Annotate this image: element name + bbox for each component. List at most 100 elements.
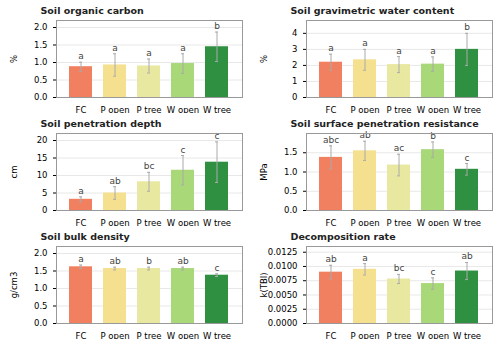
svg-text:g/cm3: g/cm3 bbox=[9, 272, 19, 299]
svg-text:b: b bbox=[430, 131, 436, 141]
svg-text:4: 4 bbox=[292, 28, 297, 38]
svg-text:1: 1 bbox=[292, 76, 297, 86]
svg-text:W open: W open bbox=[167, 331, 199, 339]
svg-text:P open: P open bbox=[100, 105, 129, 113]
svg-text:FC: FC bbox=[326, 331, 337, 339]
svg-text:bc: bc bbox=[144, 161, 155, 171]
svg-text:0.5: 0.5 bbox=[34, 301, 48, 311]
svg-text:abc: abc bbox=[323, 135, 339, 145]
svg-text:W open: W open bbox=[167, 218, 199, 226]
svg-text:P tree: P tree bbox=[387, 218, 412, 226]
svg-text:1.0: 1.0 bbox=[284, 167, 298, 177]
svg-text:FC: FC bbox=[76, 105, 87, 113]
svg-text:W tree: W tree bbox=[203, 218, 231, 226]
svg-text:Decomposition rate: Decomposition rate bbox=[291, 231, 396, 242]
svg-text:0: 0 bbox=[292, 92, 297, 102]
svg-text:k(TBI): k(TBI) bbox=[259, 272, 269, 297]
svg-text:P tree: P tree bbox=[137, 331, 162, 339]
svg-text:1.5: 1.5 bbox=[284, 147, 298, 157]
svg-text:P open: P open bbox=[100, 218, 129, 226]
svg-text:P tree: P tree bbox=[137, 105, 162, 113]
svg-text:a: a bbox=[430, 46, 436, 56]
svg-text:0.0100: 0.0100 bbox=[268, 261, 298, 271]
svg-text:P tree: P tree bbox=[387, 331, 412, 339]
svg-text:FC: FC bbox=[326, 105, 337, 113]
svg-text:0: 0 bbox=[42, 205, 47, 215]
svg-text:2: 2 bbox=[292, 60, 297, 70]
svg-text:W open: W open bbox=[417, 105, 449, 113]
svg-text:FC: FC bbox=[76, 218, 87, 226]
svg-text:%: % bbox=[9, 55, 19, 63]
svg-text:P open: P open bbox=[350, 105, 379, 113]
svg-text:c: c bbox=[181, 145, 186, 155]
svg-text:a: a bbox=[78, 254, 84, 264]
svg-text:b: b bbox=[146, 256, 152, 266]
svg-text:W tree: W tree bbox=[453, 331, 481, 339]
svg-text:0.0125: 0.0125 bbox=[268, 247, 298, 257]
svg-text:0.5: 0.5 bbox=[34, 75, 48, 85]
svg-text:2.0: 2.0 bbox=[34, 22, 48, 32]
svg-text:P open: P open bbox=[100, 331, 129, 339]
svg-text:0.0: 0.0 bbox=[284, 205, 298, 215]
svg-text:ab: ab bbox=[461, 251, 473, 261]
svg-text:c: c bbox=[215, 263, 220, 273]
svg-text:a: a bbox=[78, 186, 84, 196]
svg-text:ab: ab bbox=[325, 254, 337, 264]
svg-text:W tree: W tree bbox=[203, 105, 231, 113]
svg-text:b: b bbox=[464, 22, 470, 32]
svg-text:P tree: P tree bbox=[387, 105, 412, 113]
svg-text:P open: P open bbox=[350, 331, 379, 339]
svg-text:W open: W open bbox=[417, 218, 449, 226]
svg-text:W open: W open bbox=[417, 331, 449, 339]
svg-text:c: c bbox=[465, 153, 470, 163]
svg-text:a: a bbox=[396, 46, 402, 56]
svg-text:Soil gravimetric water content: Soil gravimetric water content bbox=[291, 5, 455, 16]
svg-text:W open: W open bbox=[167, 105, 199, 113]
svg-text:1.5: 1.5 bbox=[34, 40, 48, 50]
svg-text:c: c bbox=[215, 131, 220, 141]
svg-text:ab: ab bbox=[177, 256, 189, 266]
svg-text:bc: bc bbox=[394, 263, 405, 273]
svg-text:ac: ac bbox=[394, 143, 405, 153]
svg-text:Soil organic carbon: Soil organic carbon bbox=[41, 5, 145, 16]
svg-text:1.0: 1.0 bbox=[34, 283, 48, 293]
svg-text:P open: P open bbox=[350, 218, 379, 226]
svg-text:Soil surface penetration resis: Soil surface penetration resistance bbox=[291, 118, 479, 129]
svg-text:b: b bbox=[214, 21, 220, 31]
svg-text:1.0: 1.0 bbox=[34, 57, 48, 67]
svg-text:0.0050: 0.0050 bbox=[268, 290, 298, 300]
svg-text:W tree: W tree bbox=[453, 218, 481, 226]
svg-text:0.0025: 0.0025 bbox=[268, 304, 298, 314]
svg-text:3: 3 bbox=[292, 44, 297, 54]
svg-text:ab: ab bbox=[109, 176, 121, 186]
svg-text:P tree: P tree bbox=[137, 218, 162, 226]
svg-text:0.0000: 0.0000 bbox=[268, 318, 298, 328]
svg-text:a: a bbox=[328, 43, 334, 53]
svg-text:ab: ab bbox=[359, 130, 371, 140]
svg-text:c: c bbox=[431, 267, 436, 277]
svg-text:a: a bbox=[362, 253, 368, 263]
svg-text:20: 20 bbox=[37, 135, 48, 145]
svg-text:a: a bbox=[146, 48, 152, 58]
svg-text:a: a bbox=[362, 38, 368, 48]
svg-text:a: a bbox=[112, 43, 118, 53]
svg-text:Soil penetration depth: Soil penetration depth bbox=[41, 118, 162, 129]
svg-text:ab: ab bbox=[109, 256, 121, 266]
svg-text:15: 15 bbox=[37, 153, 48, 163]
svg-text:0.0075: 0.0075 bbox=[268, 275, 298, 285]
svg-text:FC: FC bbox=[326, 218, 337, 226]
svg-text:MPa: MPa bbox=[259, 163, 269, 180]
svg-text:a: a bbox=[180, 43, 186, 53]
svg-text:5: 5 bbox=[42, 188, 47, 198]
svg-text:0.0: 0.0 bbox=[34, 318, 48, 328]
svg-text:2.0: 2.0 bbox=[34, 248, 48, 258]
svg-text:%: % bbox=[259, 55, 269, 63]
svg-text:W tree: W tree bbox=[203, 331, 231, 339]
svg-text:FC: FC bbox=[76, 331, 87, 339]
svg-text:W tree: W tree bbox=[453, 105, 481, 113]
svg-text:10: 10 bbox=[37, 170, 48, 180]
svg-text:a: a bbox=[78, 51, 84, 61]
svg-text:cm: cm bbox=[9, 166, 19, 179]
svg-text:0.0: 0.0 bbox=[34, 92, 48, 102]
svg-text:0.5: 0.5 bbox=[284, 186, 298, 196]
